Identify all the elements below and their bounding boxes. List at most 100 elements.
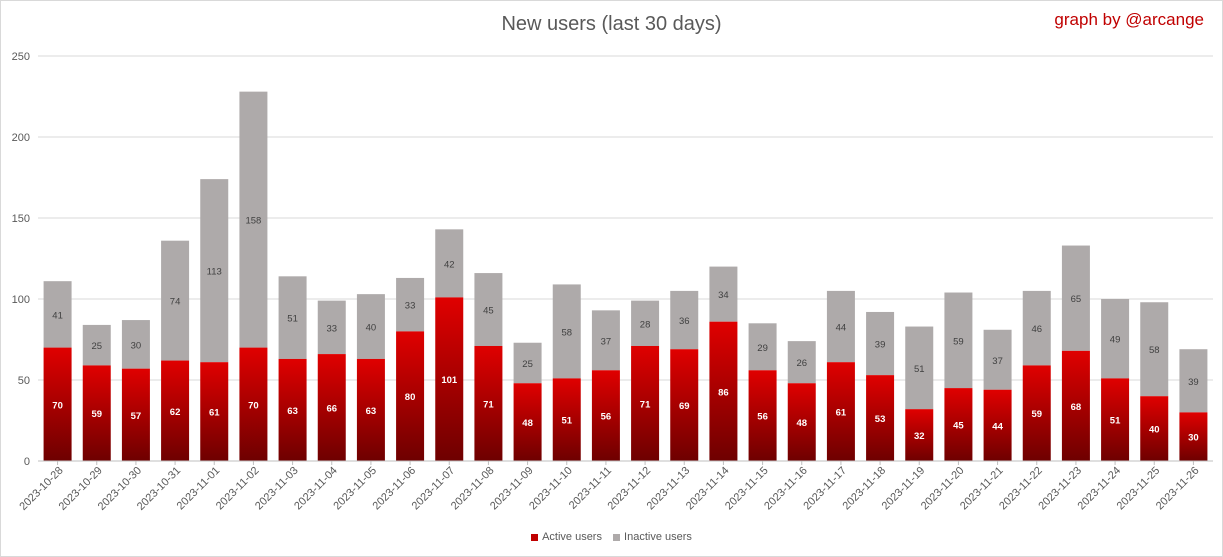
data-label-inactive: 28 <box>640 319 651 330</box>
bar-inactive <box>748 323 777 371</box>
bar-active <box>983 389 1012 461</box>
legend-label-inactive: Inactive users <box>624 531 692 543</box>
bar-active <box>826 362 855 461</box>
bar-inactive <box>317 300 346 355</box>
data-label-active: 86 <box>718 387 729 398</box>
bar-inactive <box>1179 349 1208 413</box>
bar-active <box>748 370 777 461</box>
data-label-inactive: 46 <box>1031 324 1042 335</box>
chart-title: New users (last 30 days) <box>501 13 722 35</box>
bar-active <box>239 347 268 461</box>
bar-inactive <box>591 310 620 371</box>
legend-swatch-inactive <box>613 533 621 541</box>
bar-inactive <box>121 320 150 369</box>
bar-inactive <box>239 91 268 348</box>
data-label-active: 70 <box>248 400 259 411</box>
data-label-inactive: 51 <box>914 364 925 375</box>
data-label-inactive: 26 <box>796 358 807 369</box>
data-label-active: 63 <box>366 406 377 417</box>
bar-inactive <box>709 266 738 322</box>
data-label-active: 61 <box>836 408 847 419</box>
data-label-active: 69 <box>679 401 690 412</box>
data-label-active: 56 <box>757 412 768 423</box>
y-tick-label: 0 <box>24 456 30 468</box>
bar-active <box>356 358 385 461</box>
data-label-active: 56 <box>601 412 612 423</box>
data-label-active: 57 <box>131 411 142 422</box>
data-label-inactive: 42 <box>444 259 455 270</box>
data-label-active: 48 <box>796 418 807 429</box>
data-label-inactive: 39 <box>875 340 886 351</box>
legend-label-active: Active users <box>542 531 602 543</box>
data-label-inactive: 37 <box>601 336 612 347</box>
data-label-inactive: 29 <box>757 343 768 354</box>
chart-legend: Active users Inactive users <box>1 531 1222 543</box>
bar-inactive <box>787 341 816 384</box>
data-label-inactive: 33 <box>326 323 337 334</box>
data-label-inactive: 58 <box>1149 345 1160 356</box>
bar-active <box>591 370 620 461</box>
data-label-active: 40 <box>1149 425 1160 436</box>
y-tick-label: 50 <box>18 375 30 387</box>
bar-active <box>552 378 581 461</box>
data-label-inactive: 158 <box>245 216 261 227</box>
data-label-inactive: 40 <box>366 323 377 334</box>
data-label-inactive: 34 <box>718 290 729 301</box>
bar-active <box>200 362 229 461</box>
y-tick-label: 200 <box>12 132 30 144</box>
bar-inactive <box>1101 299 1130 379</box>
data-label-inactive: 39 <box>1188 377 1199 388</box>
data-label-active: 59 <box>1031 409 1042 420</box>
data-label-inactive: 113 <box>207 267 222 278</box>
data-label-inactive: 74 <box>170 297 181 308</box>
bar-active <box>1101 378 1130 461</box>
data-label-active: 30 <box>1188 433 1199 444</box>
bar-inactive <box>474 273 503 346</box>
chart-credit: graph by @arcange <box>1054 10 1204 29</box>
legend-item-active: Active users <box>531 531 602 543</box>
data-label-active: 61 <box>209 408 220 419</box>
bar-inactive <box>356 294 385 359</box>
bar-active <box>631 345 660 461</box>
data-label-active: 51 <box>1110 416 1121 427</box>
data-label-active: 48 <box>522 418 533 429</box>
bar-active <box>161 360 190 461</box>
data-label-active: 71 <box>483 399 494 410</box>
data-label-active: 71 <box>640 399 651 410</box>
data-label-active: 80 <box>405 392 416 403</box>
bar-inactive <box>200 179 229 363</box>
bar-active <box>905 409 934 461</box>
bar-active <box>787 383 816 461</box>
bar-active <box>1179 412 1208 461</box>
bar-active <box>82 365 111 461</box>
bar-inactive <box>944 292 973 389</box>
bar-active <box>866 375 895 461</box>
bar-inactive <box>43 281 72 348</box>
data-label-active: 44 <box>992 421 1003 432</box>
bar-active <box>396 331 425 461</box>
data-label-inactive: 65 <box>1071 294 1082 305</box>
y-tick-label: 100 <box>12 294 30 306</box>
bar-active <box>1022 365 1051 461</box>
data-label-active: 59 <box>91 409 102 420</box>
data-label-active: 63 <box>287 406 298 417</box>
bar-active <box>435 297 464 461</box>
bar-inactive <box>278 276 307 359</box>
bar-active <box>513 383 542 461</box>
bar-inactive <box>670 290 699 350</box>
bar-active <box>278 358 307 461</box>
data-label-inactive: 45 <box>483 306 494 317</box>
bar-active <box>1061 350 1090 461</box>
data-label-inactive: 25 <box>91 341 102 352</box>
data-label-inactive: 58 <box>561 327 572 338</box>
bar-inactive <box>905 326 934 410</box>
bar-inactive <box>826 290 855 363</box>
y-tick-label: 250 <box>12 51 30 63</box>
bar-active <box>121 368 150 461</box>
bar-inactive <box>82 324 111 366</box>
bar-inactive <box>396 277 425 332</box>
data-label-inactive: 51 <box>287 314 298 325</box>
data-label-inactive: 49 <box>1110 335 1121 346</box>
